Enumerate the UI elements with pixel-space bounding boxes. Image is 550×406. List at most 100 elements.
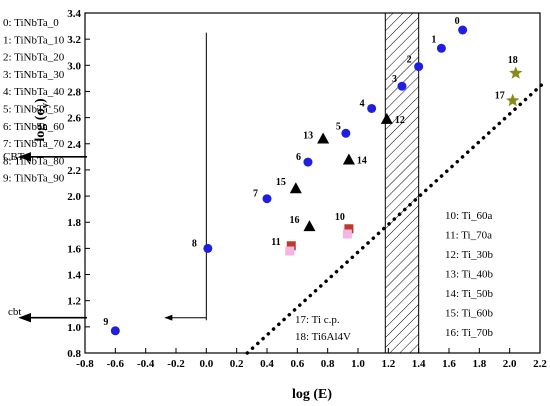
legend-left-entry: 8: TiNbTa_80 bbox=[3, 155, 65, 167]
y-tick-label: 0.8 bbox=[67, 348, 81, 360]
legend-left-entry: 5: TiNbTa_50 bbox=[3, 104, 65, 116]
y-tick-label: 3.2 bbox=[67, 34, 81, 46]
y-tick-label: 2.2 bbox=[67, 165, 81, 177]
x-tick-label: 0.4 bbox=[260, 358, 274, 370]
data-point-label: 6 bbox=[296, 152, 301, 163]
y-tick-label: 2.0 bbox=[67, 191, 81, 203]
data-point-label: 13 bbox=[303, 131, 313, 142]
data-point-circle bbox=[262, 194, 272, 204]
data-point-star bbox=[506, 93, 520, 107]
data-point-circle bbox=[341, 128, 351, 138]
data-point-triangle bbox=[317, 132, 330, 144]
legend-right-entry: 13: Ti_40b bbox=[445, 269, 493, 281]
legend-left-entry: 7: TiNbTa_70 bbox=[3, 138, 65, 150]
y-tick-label: 2.4 bbox=[67, 139, 81, 151]
data-point-triangle bbox=[380, 112, 393, 124]
x-tick-label: 0.8 bbox=[321, 358, 335, 370]
data-point-label: 8 bbox=[192, 238, 197, 249]
y-axis-title-close: ) bbox=[33, 98, 48, 103]
reference-lines-layer bbox=[18, 32, 545, 355]
side-label-cbt-lower: cbt bbox=[8, 306, 21, 318]
data-point-square bbox=[344, 224, 354, 234]
x-tick-label: 2.2 bbox=[533, 358, 547, 370]
x-tick-label: 1.2 bbox=[381, 358, 395, 370]
y-axis-title-main: log (σ bbox=[33, 108, 48, 142]
data-point-label: 11 bbox=[271, 237, 280, 248]
y-tick-label: 1.8 bbox=[67, 217, 81, 229]
x-axis-ticks: -0.8 -0.6 -0.4 -0.2 0.0 0.2 0.4 0.6 0.8 1.0 1.2 1.4… bbox=[76, 348, 547, 370]
data-point-label: 3 bbox=[392, 74, 397, 85]
data-point-label: 5 bbox=[336, 121, 341, 132]
data-point-triangle bbox=[303, 220, 316, 232]
y-tick-label: 2.6 bbox=[67, 113, 81, 125]
side-label-cbt-upper: CBT bbox=[3, 151, 25, 163]
x-tick-label: -0.4 bbox=[137, 358, 155, 370]
y-axis-title: log (σy) bbox=[33, 98, 51, 142]
legend-left-entry: 0: TiNbTa_0 bbox=[3, 17, 59, 29]
data-point-label: 15 bbox=[276, 177, 286, 188]
legend-right-entry: 14: Ti_50b bbox=[445, 288, 493, 300]
x-tick-label: 1.6 bbox=[442, 358, 456, 370]
x-tick-label: 0.6 bbox=[290, 358, 304, 370]
legend-left-entry: 9: TiNbTa_90 bbox=[3, 173, 65, 185]
legend-left-entry: 6: TiNbTa_60 bbox=[3, 121, 65, 133]
x-axis-title: log (E) bbox=[292, 387, 332, 402]
dotted-trend-line bbox=[245, 81, 545, 355]
hatched-band bbox=[384, 12, 420, 354]
x-tick-label: 2.0 bbox=[503, 358, 517, 370]
plot-frame bbox=[84, 12, 541, 354]
data-point-circle bbox=[397, 81, 407, 91]
data-point-star bbox=[509, 66, 523, 79]
data-point-label: 10 bbox=[335, 212, 345, 223]
data-point-triangle bbox=[342, 153, 355, 165]
legend-bottom: 17: Ti c.p. 18: Ti6Al4V bbox=[295, 314, 351, 343]
x-tick-label: 1.4 bbox=[412, 358, 426, 370]
x-tick-label: 1.0 bbox=[351, 358, 365, 370]
y-tick-label: 3.4 bbox=[67, 8, 81, 20]
legend-right-entry: 11: Ti_70a bbox=[445, 230, 492, 242]
x-tick-label: 0.2 bbox=[230, 358, 244, 370]
y-axis-title-sub: y bbox=[40, 103, 51, 108]
x-tick-label: 1.8 bbox=[472, 358, 486, 370]
data-point-label: 4 bbox=[360, 98, 365, 109]
legend-left-entry: 3: TiNbTa_30 bbox=[3, 69, 65, 81]
x-tick-label: -0.6 bbox=[107, 358, 125, 370]
data-point-label: 17 bbox=[495, 91, 505, 102]
y-tick-label: 1.4 bbox=[67, 270, 81, 282]
data-point-label: 0 bbox=[455, 16, 460, 27]
data-point-triangle bbox=[289, 182, 302, 194]
data-point-label: 14 bbox=[357, 155, 367, 166]
data-point-circle bbox=[367, 103, 377, 113]
data-point-label: 2 bbox=[407, 55, 412, 66]
y-tick-label: 1.6 bbox=[67, 243, 81, 255]
y-axis-ticks: 0.8 1.0 1.2 1.4 1.6 1.8 2.0 2.2 2.4 2.6 2.8 3.0 3.2 3… bbox=[67, 8, 90, 360]
y-tick-label: 1.2 bbox=[67, 296, 81, 308]
y-tick-label: 2.8 bbox=[67, 86, 81, 98]
legend-left-entry: 4: TiNbTa_40 bbox=[3, 86, 65, 98]
legend-left-entry: 2: TiNbTa_20 bbox=[3, 52, 65, 64]
legend-bottom-entry: 18: Ti6Al4V bbox=[295, 331, 351, 343]
data-point-label: 1 bbox=[431, 34, 436, 45]
data-point-circle bbox=[303, 157, 313, 167]
data-point-label: 18 bbox=[508, 55, 518, 66]
x-tick-label: -0.8 bbox=[76, 358, 94, 370]
legend-right: 10: Ti_60a 11: Ti_70a 12: Ti_30b 13: Ti_40b… bbox=[445, 210, 493, 339]
data-point-square bbox=[342, 229, 352, 239]
y-tick-label: 3.0 bbox=[67, 60, 81, 72]
data-point-circle bbox=[203, 243, 213, 253]
legend-left-entry: 1: TiNbTa_10 bbox=[3, 34, 65, 46]
data-point-label: 7 bbox=[253, 189, 258, 200]
y-tick-label: 1.0 bbox=[67, 322, 81, 334]
hatched-band-layer bbox=[384, 12, 420, 354]
legend-bottom-entry: 17: Ti c.p. bbox=[295, 314, 340, 326]
data-point-label: 9 bbox=[103, 317, 108, 328]
data-point-square bbox=[286, 241, 296, 251]
legend-right-entry: 10: Ti_60a bbox=[445, 210, 492, 222]
data-point-square bbox=[285, 246, 295, 256]
data-point-circle bbox=[458, 25, 468, 35]
legend-right-entry: 15: Ti_60b bbox=[445, 308, 493, 320]
data-point-circle bbox=[414, 62, 424, 72]
data-point-label: 12 bbox=[395, 115, 405, 126]
